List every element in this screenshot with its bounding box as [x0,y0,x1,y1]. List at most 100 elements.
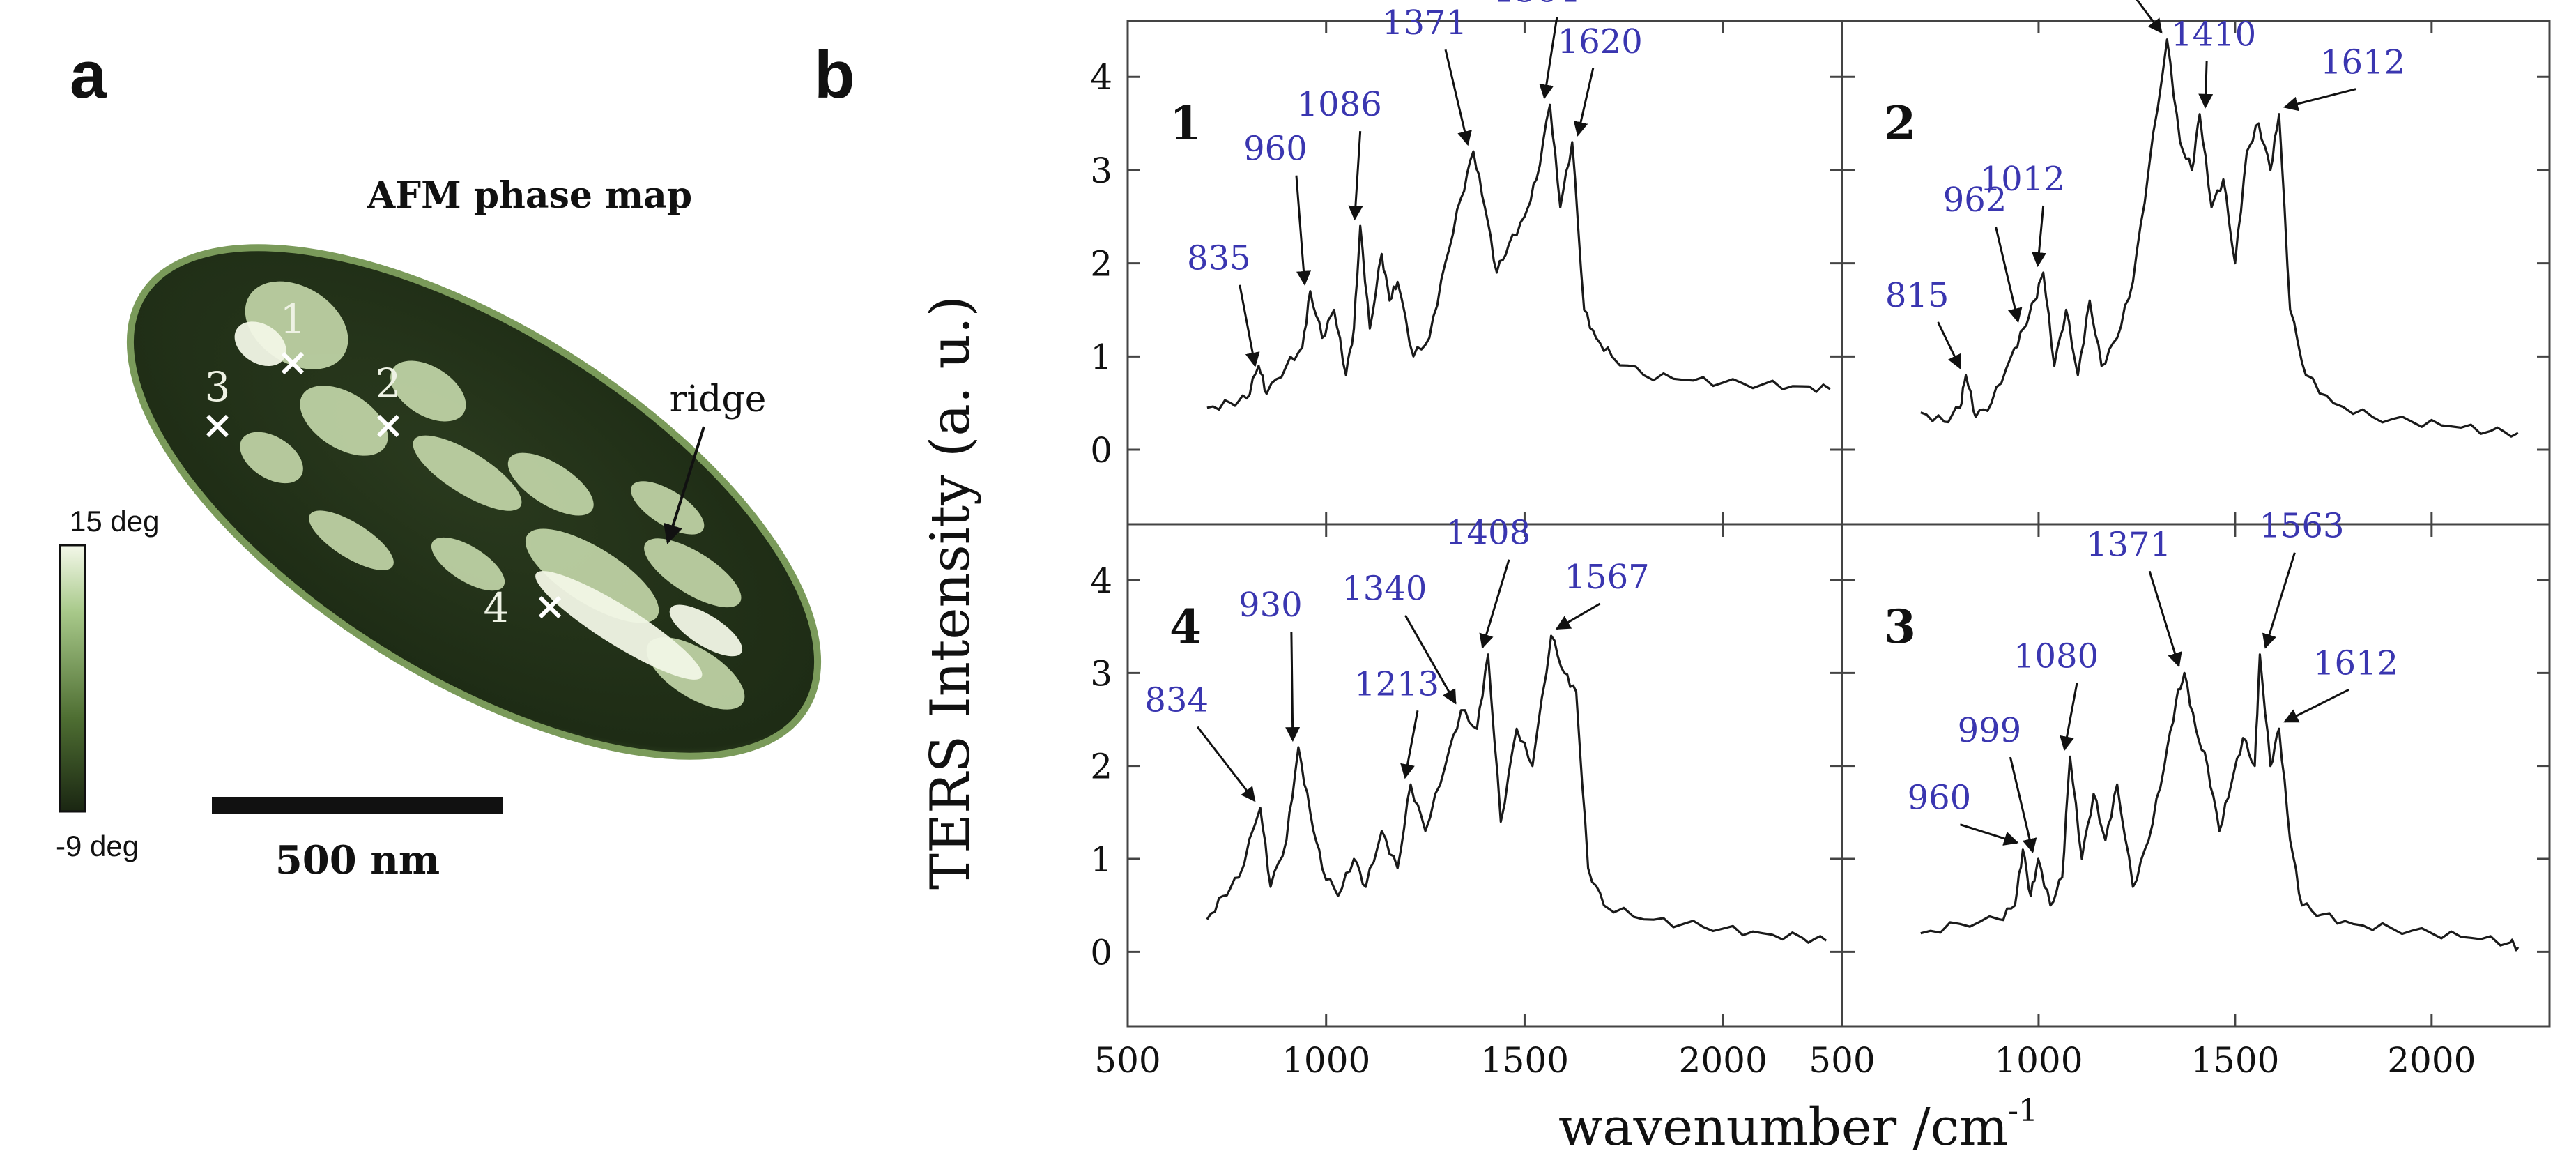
peak-label: 1564 [1494,0,1579,10]
spectrum-line-4 [1206,634,1827,944]
peak-arrow [1555,602,1601,630]
peak-label: 815 [1885,276,1949,315]
peak-arrow [2148,570,2182,668]
peak-label: 1563 [2259,507,2344,546]
point-label-3: 3 [205,363,231,411]
peak-arrow [1539,17,1558,100]
spectrum-panel-3: 500 1000 1500 2000 3 960 999 1080 1371 1563 1612 [1809,507,2551,1081]
panel-a-label: a [70,38,107,112]
peak-arrow [1995,226,2023,323]
spectrum-line-2 [1920,38,2519,438]
peak-annotation: 1620 [1558,22,1643,137]
afm-title: AFM phase map [367,174,692,217]
spectrum-panel-1: 0 1 2 3 4 1 835 960 1086 1371 1564 1620 [1090,0,1843,526]
point-label-1: 1 [280,296,306,343]
peak-arrow [2009,756,2037,854]
peak-annotation: 815 [1885,276,1961,369]
spectra-plots: 0123418359601086137115641620281596210121… [1090,0,2551,1081]
peak-annotation: 1410 [2171,15,2256,109]
peak-label: 1371 [2086,525,2171,564]
peak-annotation: 1371 [2086,525,2182,668]
peak-annotation: 1340 [1342,570,1457,705]
y-tick-label: 4 [1090,57,1112,98]
y-tick-label: 3 [1090,151,1112,191]
peak-arrow [1573,68,1595,137]
scale-bar-line [212,797,503,814]
point-marker-1: 1 [280,296,306,375]
scale-bar: 500 nm [212,797,503,883]
colorbar-gradient [59,544,86,813]
peak-arrow [1285,631,1301,742]
panel-b: b TERS Intensity (a. u.) wavenumber /cm-… [814,0,2551,1157]
peak-arrow [2060,683,2078,752]
peak-label: 835 [1187,239,1251,278]
y-tick-label: 0 [1090,932,1112,973]
point-marker-3: 3 [205,363,231,438]
ridge-label: ridge [670,379,767,420]
peak-arrow [2032,205,2046,268]
peak-arrow [2136,0,2163,34]
y-axis-title: TERS Intensity (a. u.) [919,296,982,890]
spectrum-number-label: 3 [1884,600,1916,654]
peak-annotation: 999 [1958,711,2037,854]
peak-arrow [1444,49,1472,146]
peak-annotation: 930 [1239,586,1303,742]
peak-annotation: 1213 [1354,664,1439,779]
peak-label: 1408 [1446,514,1531,553]
plot-frame [1841,20,2551,526]
x-axis-title: wavenumber /cm-1 [1558,1093,2038,1157]
peak-annotation: 960 [1908,779,2019,846]
peak-annotation: 1612 [2283,643,2398,723]
peak-label: 960 [1243,130,1308,169]
peak-annotation: 1564 [1494,0,1579,100]
point-label-2: 2 [376,360,401,407]
peak-label: 1340 [1342,570,1427,609]
peak-label: 1620 [1558,22,1643,61]
peak-arrow [1937,321,1961,369]
peak-arrow [1348,131,1363,221]
colorbar-min-label: -9 deg [56,830,139,862]
peak-arrow [2262,552,2296,649]
peak-label: 1086 [1297,85,1382,124]
peak-label: 1410 [2171,15,2256,54]
x-tick-label: 2000 [1679,1040,1768,1081]
colorbar-max-label: 15 deg [70,505,159,538]
peak-label: 834 [1144,681,1209,720]
peak-annotation: 1567 [1555,558,1650,630]
y-tick-label: 1 [1090,839,1112,880]
y-tick-label: 2 [1090,747,1112,787]
peak-label: 1371 [1382,3,1467,43]
peak-arrow [1479,559,1510,649]
y-tick-label: 0 [1090,430,1112,471]
peak-arrow [1197,726,1256,802]
spectrum-number-label: 1 [1170,96,1202,151]
spectrum-number-label: 2 [1884,96,1916,151]
x-tick-label: 2000 [2387,1040,2476,1081]
peak-label: 1567 [1565,558,1650,597]
spectrum-line-1 [1206,103,1831,411]
peak-label: 930 [1239,586,1303,625]
peak-annotation: 834 [1144,681,1256,802]
peak-arrow [1400,710,1419,779]
peak-annotation: 1327 [2136,0,2163,34]
x-tick-label: 500 [1094,1040,1160,1081]
spectrum-number-label: 4 [1170,600,1202,654]
point-marker-2: 2 [376,360,401,438]
peak-annotation: 1612 [2283,43,2405,112]
peak-label: 1213 [1354,664,1439,703]
peak-label: 1612 [2313,643,2398,683]
scale-bar-label: 500 nm [275,837,440,883]
peak-label: 1080 [2014,636,2099,676]
peak-arrow [2198,61,2214,109]
peak-arrow [1404,614,1457,705]
peak-label: 962 [1943,181,2007,220]
peak-annotation: 1563 [2259,507,2344,649]
peak-label: 960 [1908,779,1972,818]
peak-annotation: 962 [1943,181,2023,323]
peak-arrow [1239,284,1260,367]
spectrum-panel-4: 0 1 2 3 4 500 1000 1500 2000 4 834 930 1213 1340 1408 1… [1090,514,1843,1081]
spectrum-line-3 [1920,653,2520,952]
colorbar: 15 deg -9 deg [56,505,159,862]
